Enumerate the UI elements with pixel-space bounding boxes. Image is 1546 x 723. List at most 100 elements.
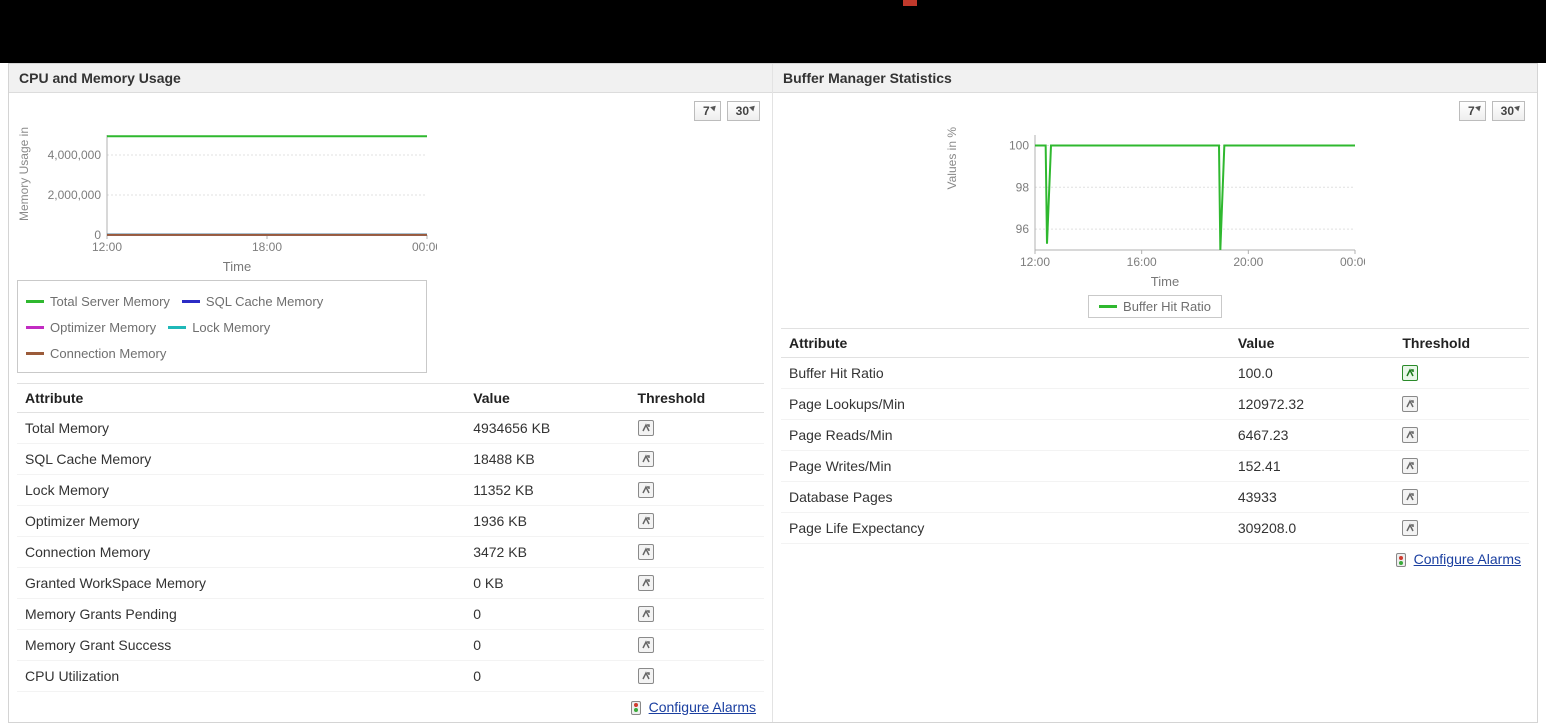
cell-threshold	[630, 536, 764, 567]
cell-threshold	[630, 505, 764, 536]
table-row: Memory Grants Pending0	[17, 598, 764, 629]
svg-text:2,000,000: 2,000,000	[48, 188, 102, 202]
svg-text:96: 96	[1016, 222, 1030, 236]
configure-alarms-link[interactable]: Configure Alarms	[1414, 551, 1521, 567]
cell-value: 0	[465, 660, 629, 691]
cell-value: 152.41	[1230, 451, 1395, 482]
cell-threshold	[1394, 389, 1529, 420]
svg-text:4,000,000: 4,000,000	[48, 148, 102, 162]
col-attribute: Attribute	[781, 329, 1230, 358]
range-7-button[interactable]: 7	[1459, 101, 1486, 121]
cell-attribute: Optimizer Memory	[17, 505, 465, 536]
buffer-chart: 969810012:0016:0020:0000:00	[965, 127, 1365, 272]
cell-threshold	[1394, 358, 1529, 389]
table-row: Lock Memory11352 KB	[17, 474, 764, 505]
buffer-table: Attribute Value Threshold Buffer Hit Rat…	[781, 328, 1529, 574]
cell-threshold	[630, 567, 764, 598]
threshold-icon[interactable]	[638, 606, 654, 622]
cell-attribute: Total Memory	[17, 412, 465, 443]
cell-threshold	[1394, 513, 1529, 544]
table-row: Page Life Expectancy309208.0	[781, 513, 1529, 544]
time-range-row: 7 30	[781, 99, 1529, 127]
buffer-chart-y-label: Values in %	[945, 127, 959, 189]
cell-value: 11352 KB	[465, 474, 629, 505]
panel-title: CPU and Memory Usage	[9, 64, 772, 93]
traffic-light-icon	[631, 701, 641, 715]
panel-body-right: 7 30 Values in % 969810012:0016:0020:000…	[773, 93, 1537, 574]
legend-swatch	[1099, 305, 1117, 308]
traffic-light-icon	[1396, 553, 1406, 567]
cell-attribute: Memory Grants Pending	[17, 598, 465, 629]
cell-attribute: Buffer Hit Ratio	[781, 358, 1230, 389]
legend-item[interactable]: Total Server Memory	[26, 290, 170, 313]
legend-item[interactable]: Connection Memory	[26, 342, 166, 365]
legend-item[interactable]: Lock Memory	[168, 316, 270, 339]
svg-text:16:00: 16:00	[1127, 255, 1157, 269]
threshold-icon[interactable]	[638, 668, 654, 684]
svg-text:18:00: 18:00	[252, 240, 282, 254]
top-bar	[0, 0, 1546, 63]
cell-attribute: SQL Cache Memory	[17, 443, 465, 474]
panel-body-left: 7 30 Memory Usage in 02,000,0004,000,000…	[9, 93, 772, 722]
svg-text:98: 98	[1016, 180, 1030, 194]
threshold-icon[interactable]	[638, 451, 654, 467]
threshold-icon[interactable]	[638, 513, 654, 529]
cell-threshold	[630, 474, 764, 505]
threshold-icon[interactable]	[1402, 396, 1418, 412]
memory-chart-wrap: Memory Usage in 02,000,0004,000,00012:00…	[17, 127, 764, 274]
legend-label: Lock Memory	[192, 316, 270, 339]
threshold-icon[interactable]	[1402, 520, 1418, 536]
memory-chart-legend: Total Server Memory SQL Cache Memory Optim…	[17, 280, 427, 373]
configure-alarms-cell: Configure Alarms	[781, 544, 1529, 575]
col-value: Value	[1230, 329, 1395, 358]
threshold-icon[interactable]	[1402, 427, 1418, 443]
threshold-icon[interactable]	[1402, 365, 1418, 381]
legend-item[interactable]: Optimizer Memory	[26, 316, 156, 339]
cell-threshold	[630, 412, 764, 443]
table-row: Database Pages43933	[781, 482, 1529, 513]
range-7-button[interactable]: 7	[694, 101, 721, 121]
cell-value: 1936 KB	[465, 505, 629, 536]
cell-attribute: Page Reads/Min	[781, 420, 1230, 451]
time-range-row: 7 30	[17, 99, 764, 127]
cell-threshold	[630, 629, 764, 660]
cell-value: 18488 KB	[465, 443, 629, 474]
configure-alarms-link[interactable]: Configure Alarms	[649, 699, 756, 715]
cell-value: 120972.32	[1230, 389, 1395, 420]
range-30-button[interactable]: 30	[1492, 101, 1525, 121]
range-30-button[interactable]: 30	[727, 101, 760, 121]
svg-text:12:00: 12:00	[92, 240, 122, 254]
memory-chart-x-label: Time	[37, 259, 437, 274]
table-row: CPU Utilization0	[17, 660, 764, 691]
legend-label: Buffer Hit Ratio	[1123, 299, 1211, 314]
configure-alarms-cell: Configure Alarms	[17, 691, 764, 722]
svg-text:12:00: 12:00	[1020, 255, 1050, 269]
threshold-icon[interactable]	[1402, 458, 1418, 474]
threshold-icon[interactable]	[1402, 489, 1418, 505]
table-row: Buffer Hit Ratio100.0	[781, 358, 1529, 389]
cell-attribute: Page Writes/Min	[781, 451, 1230, 482]
cell-attribute: Page Lookups/Min	[781, 389, 1230, 420]
table-row: Connection Memory3472 KB	[17, 536, 764, 567]
cell-attribute: Memory Grant Success	[17, 629, 465, 660]
threshold-icon[interactable]	[638, 637, 654, 653]
table-row: Page Lookups/Min120972.32	[781, 389, 1529, 420]
threshold-icon[interactable]	[638, 544, 654, 560]
threshold-icon[interactable]	[638, 482, 654, 498]
cell-value: 100.0	[1230, 358, 1395, 389]
cpu-memory-panel: CPU and Memory Usage 7 30 Memory Usage i…	[9, 64, 773, 722]
table-row: Page Writes/Min152.41	[781, 451, 1529, 482]
legend-item[interactable]: SQL Cache Memory	[182, 290, 323, 313]
cell-attribute: Lock Memory	[17, 474, 465, 505]
buffer-chart-x-label: Time	[965, 274, 1365, 289]
cell-attribute: Granted WorkSpace Memory	[17, 567, 465, 598]
memory-table: Attribute Value Threshold Total Memory49…	[17, 383, 764, 722]
legend-label: Optimizer Memory	[50, 316, 156, 339]
legend-swatch	[26, 300, 44, 303]
threshold-icon[interactable]	[638, 420, 654, 436]
cell-value: 309208.0	[1230, 513, 1395, 544]
threshold-icon[interactable]	[638, 575, 654, 591]
table-row: Granted WorkSpace Memory0 KB	[17, 567, 764, 598]
svg-text:100: 100	[1009, 138, 1029, 152]
panel-title: Buffer Manager Statistics	[773, 64, 1537, 93]
